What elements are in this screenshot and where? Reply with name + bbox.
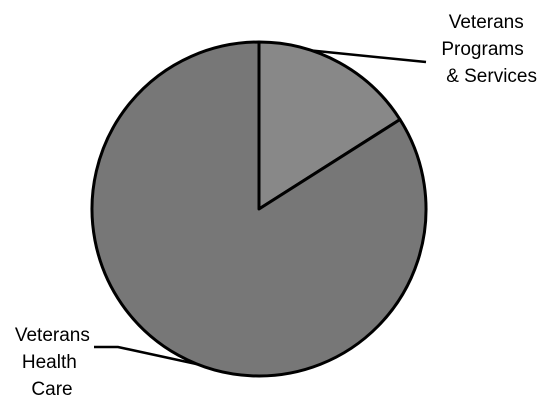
leader-lines [94,49,427,366]
pie-slice-health [90,40,428,378]
slice-label-programs-line1: Veterans [449,12,524,33]
slice-label-health-line3: Care [31,379,72,400]
leader-line-health [94,345,198,366]
slice-label-health-line1: Veterans [15,325,90,346]
slice-label-health: Veterans Health Care [15,325,95,400]
slice-label-programs: Veterans Programs & Services [441,12,537,87]
pie-slice-programs [257,40,402,211]
slice-label-programs-line3: & Services [446,66,537,87]
leader-line-programs [311,49,427,64]
slice-label-programs-line2: Programs [441,39,523,60]
pie-slices [90,40,428,378]
slice-label-health-line2: Health [22,352,77,373]
